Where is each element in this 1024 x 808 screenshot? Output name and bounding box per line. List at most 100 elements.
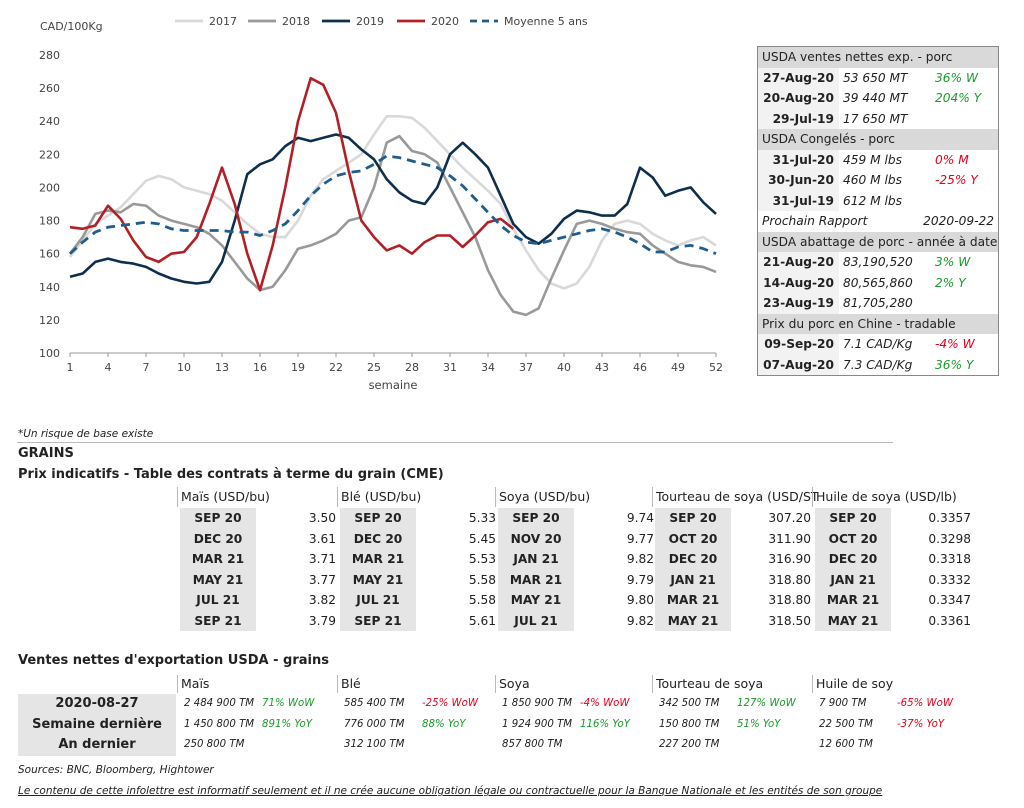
x-tick-label: 40 (557, 361, 571, 374)
x-tick-label: 31 (443, 361, 457, 374)
usda-exports-pork-header: USDA ventes nettes exp. - porc (758, 47, 998, 68)
row-value: 7.3 CAD/Kg (843, 357, 913, 372)
contract-month: SEP 21 (340, 610, 416, 631)
cme-row: MAR 21 318.80 (655, 590, 815, 611)
contract-price: 5.45 (416, 528, 500, 549)
exports-row: 857 800 TM (498, 735, 652, 756)
next-report-label: Prochain Rapport (762, 214, 868, 228)
contract-month: MAR 21 (498, 569, 574, 590)
exports-volume: 1 450 800 TM (184, 718, 255, 730)
contract-price: 0.3318 (891, 549, 975, 570)
exports-change (580, 735, 652, 756)
contract-month: MAR 21 (655, 590, 731, 611)
y-axis-label: CAD/100Kg (40, 20, 103, 33)
exports-row: 7 900 TM -65% WoW (815, 694, 969, 715)
exports-column: 1 850 900 TM -4% WoW 1 924 900 TM 116% YoY 8… (498, 694, 652, 756)
row-date: 30-Jun-20 (758, 170, 839, 191)
exports-change (422, 735, 494, 756)
contract-price: 0.3347 (891, 590, 975, 611)
exports-column-header: Huile de soy (812, 675, 893, 693)
cme-row: MAY 21 318.50 (655, 610, 815, 631)
series-line-2018 (68, 134, 717, 317)
row-change: -4% W (935, 337, 975, 351)
cme-column-header: Blé (USD/bu) (337, 487, 421, 507)
cme-row: MAR 21 0.3347 (815, 590, 975, 611)
usda-frozen-pork-header: USDA Congelés - porc (758, 129, 998, 150)
x-tick-label: 49 (671, 361, 685, 374)
contract-month: JUL 21 (340, 590, 416, 611)
exports-row: 342 500 TM 127% WoW (655, 694, 809, 715)
cme-row: DEC 20 0.3318 (815, 549, 975, 570)
exports-column-header: Tourteau de soya (652, 675, 763, 693)
exports-row: 12 600 TM (815, 735, 969, 756)
contract-price: 3.79 (256, 610, 340, 631)
legend-entry: 2017 (209, 15, 237, 28)
series-line-2019 (69, 133, 717, 285)
cme-column: SEP 20 5.33 DEC 20 5.45 MAR 21 5.53 MAY 21 5.58… (340, 508, 500, 631)
contract-price: 5.53 (416, 549, 500, 570)
exports-change: -25% WoW (422, 698, 478, 709)
contract-month: MAY 21 (180, 569, 256, 590)
contract-month: JUL 21 (180, 590, 256, 611)
cme-row: JAN 21 318.80 (655, 569, 815, 590)
contract-price: 0.3361 (891, 610, 975, 631)
exports-row: 312 100 TM (340, 735, 494, 756)
row-value: 83,190,520 (843, 255, 913, 269)
contract-month: JUL 21 (498, 610, 574, 631)
usda-exports-pork-row: 29-Jul-19 17 650 MT (758, 108, 998, 129)
cme-row: JUL 21 3.82 (180, 590, 340, 611)
row-change: -25% Y (935, 173, 978, 187)
exports-change (737, 735, 809, 756)
contract-month: SEP 20 (180, 508, 256, 529)
china-pork-row: 07-Aug-20 7.3 CAD/Kg 36% Y (758, 354, 998, 375)
exports-volume: 2 484 900 TM (184, 698, 255, 709)
row-value: 81,705,280 (843, 296, 913, 310)
cme-column: SEP 20 9.74 NOV 20 9.77 JAN 21 9.82 MAR 21 9.79… (498, 508, 658, 631)
contract-month: MAY 21 (340, 569, 416, 590)
usda-slaughter-header: USDA abattage de porc - année à date (758, 231, 998, 252)
row-change: 204% Y (935, 91, 982, 105)
cme-row: JAN 21 9.82 (498, 549, 658, 570)
exports-volume: 585 400 TM (344, 698, 405, 709)
x-tick-label: 13 (215, 361, 229, 374)
x-tick-label: 7 (143, 361, 150, 374)
y-tick-label: 180 (39, 215, 60, 228)
contract-price: 0.3298 (891, 528, 975, 549)
row-change (935, 293, 998, 314)
contract-price: 5.58 (416, 569, 500, 590)
contract-price: 9.80 (574, 590, 658, 611)
china-pork-row: 09-Sep-20 7.1 CAD/Kg -4% W (758, 334, 998, 355)
exports-row-label: 2020-08-27 (55, 696, 139, 711)
contract-price: 307.20 (731, 508, 815, 529)
disclaimer: Le contenu de cette infolettre est infor… (18, 785, 883, 797)
contract-price: 3.82 (256, 590, 340, 611)
contract-month: SEP 20 (655, 508, 731, 529)
exports-row-label: Semaine dernière (32, 716, 162, 732)
exports-volume: 312 100 TM (344, 739, 405, 750)
contract-month: MAY 21 (655, 610, 731, 631)
next-report-date: 2020-09-22 (923, 214, 994, 228)
cme-column: SEP 20 0.3357 OCT 20 0.3298 DEC 20 0.3318 JAN … (815, 508, 975, 631)
x-axis-label: semaine (369, 378, 418, 392)
exports-volume: 227 200 TM (659, 739, 720, 750)
contract-month: SEP 20 (498, 508, 574, 529)
y-tick-label: 160 (39, 248, 60, 261)
row-date: 27-Aug-20 (758, 67, 839, 88)
row-value: 7.1 CAD/Kg (843, 337, 913, 351)
contract-price: 9.82 (574, 549, 658, 570)
row-value: 80,565,860 (843, 275, 913, 290)
cme-row: SEP 21 3.79 (180, 610, 340, 631)
exports-volume: 1 850 900 TM (502, 698, 573, 709)
cme-row: MAR 21 3.71 (180, 549, 340, 570)
cme-row: SEP 20 0.3357 (815, 508, 975, 529)
usda-slaughter-row: 14-Aug-20 80,565,860 2% Y (758, 272, 998, 293)
contract-price: 9.82 (574, 610, 658, 631)
exports-volume: 857 800 TM (502, 739, 563, 750)
contract-month: JAN 21 (655, 569, 731, 590)
risk-note: *Un risque de base existe (18, 428, 154, 440)
divider (17, 442, 893, 443)
contract-price: 318.80 (731, 590, 815, 611)
exports-volume: 7 900 TM (819, 698, 867, 709)
exports-change (897, 735, 969, 756)
exports-change: 127% WoW (737, 698, 796, 709)
